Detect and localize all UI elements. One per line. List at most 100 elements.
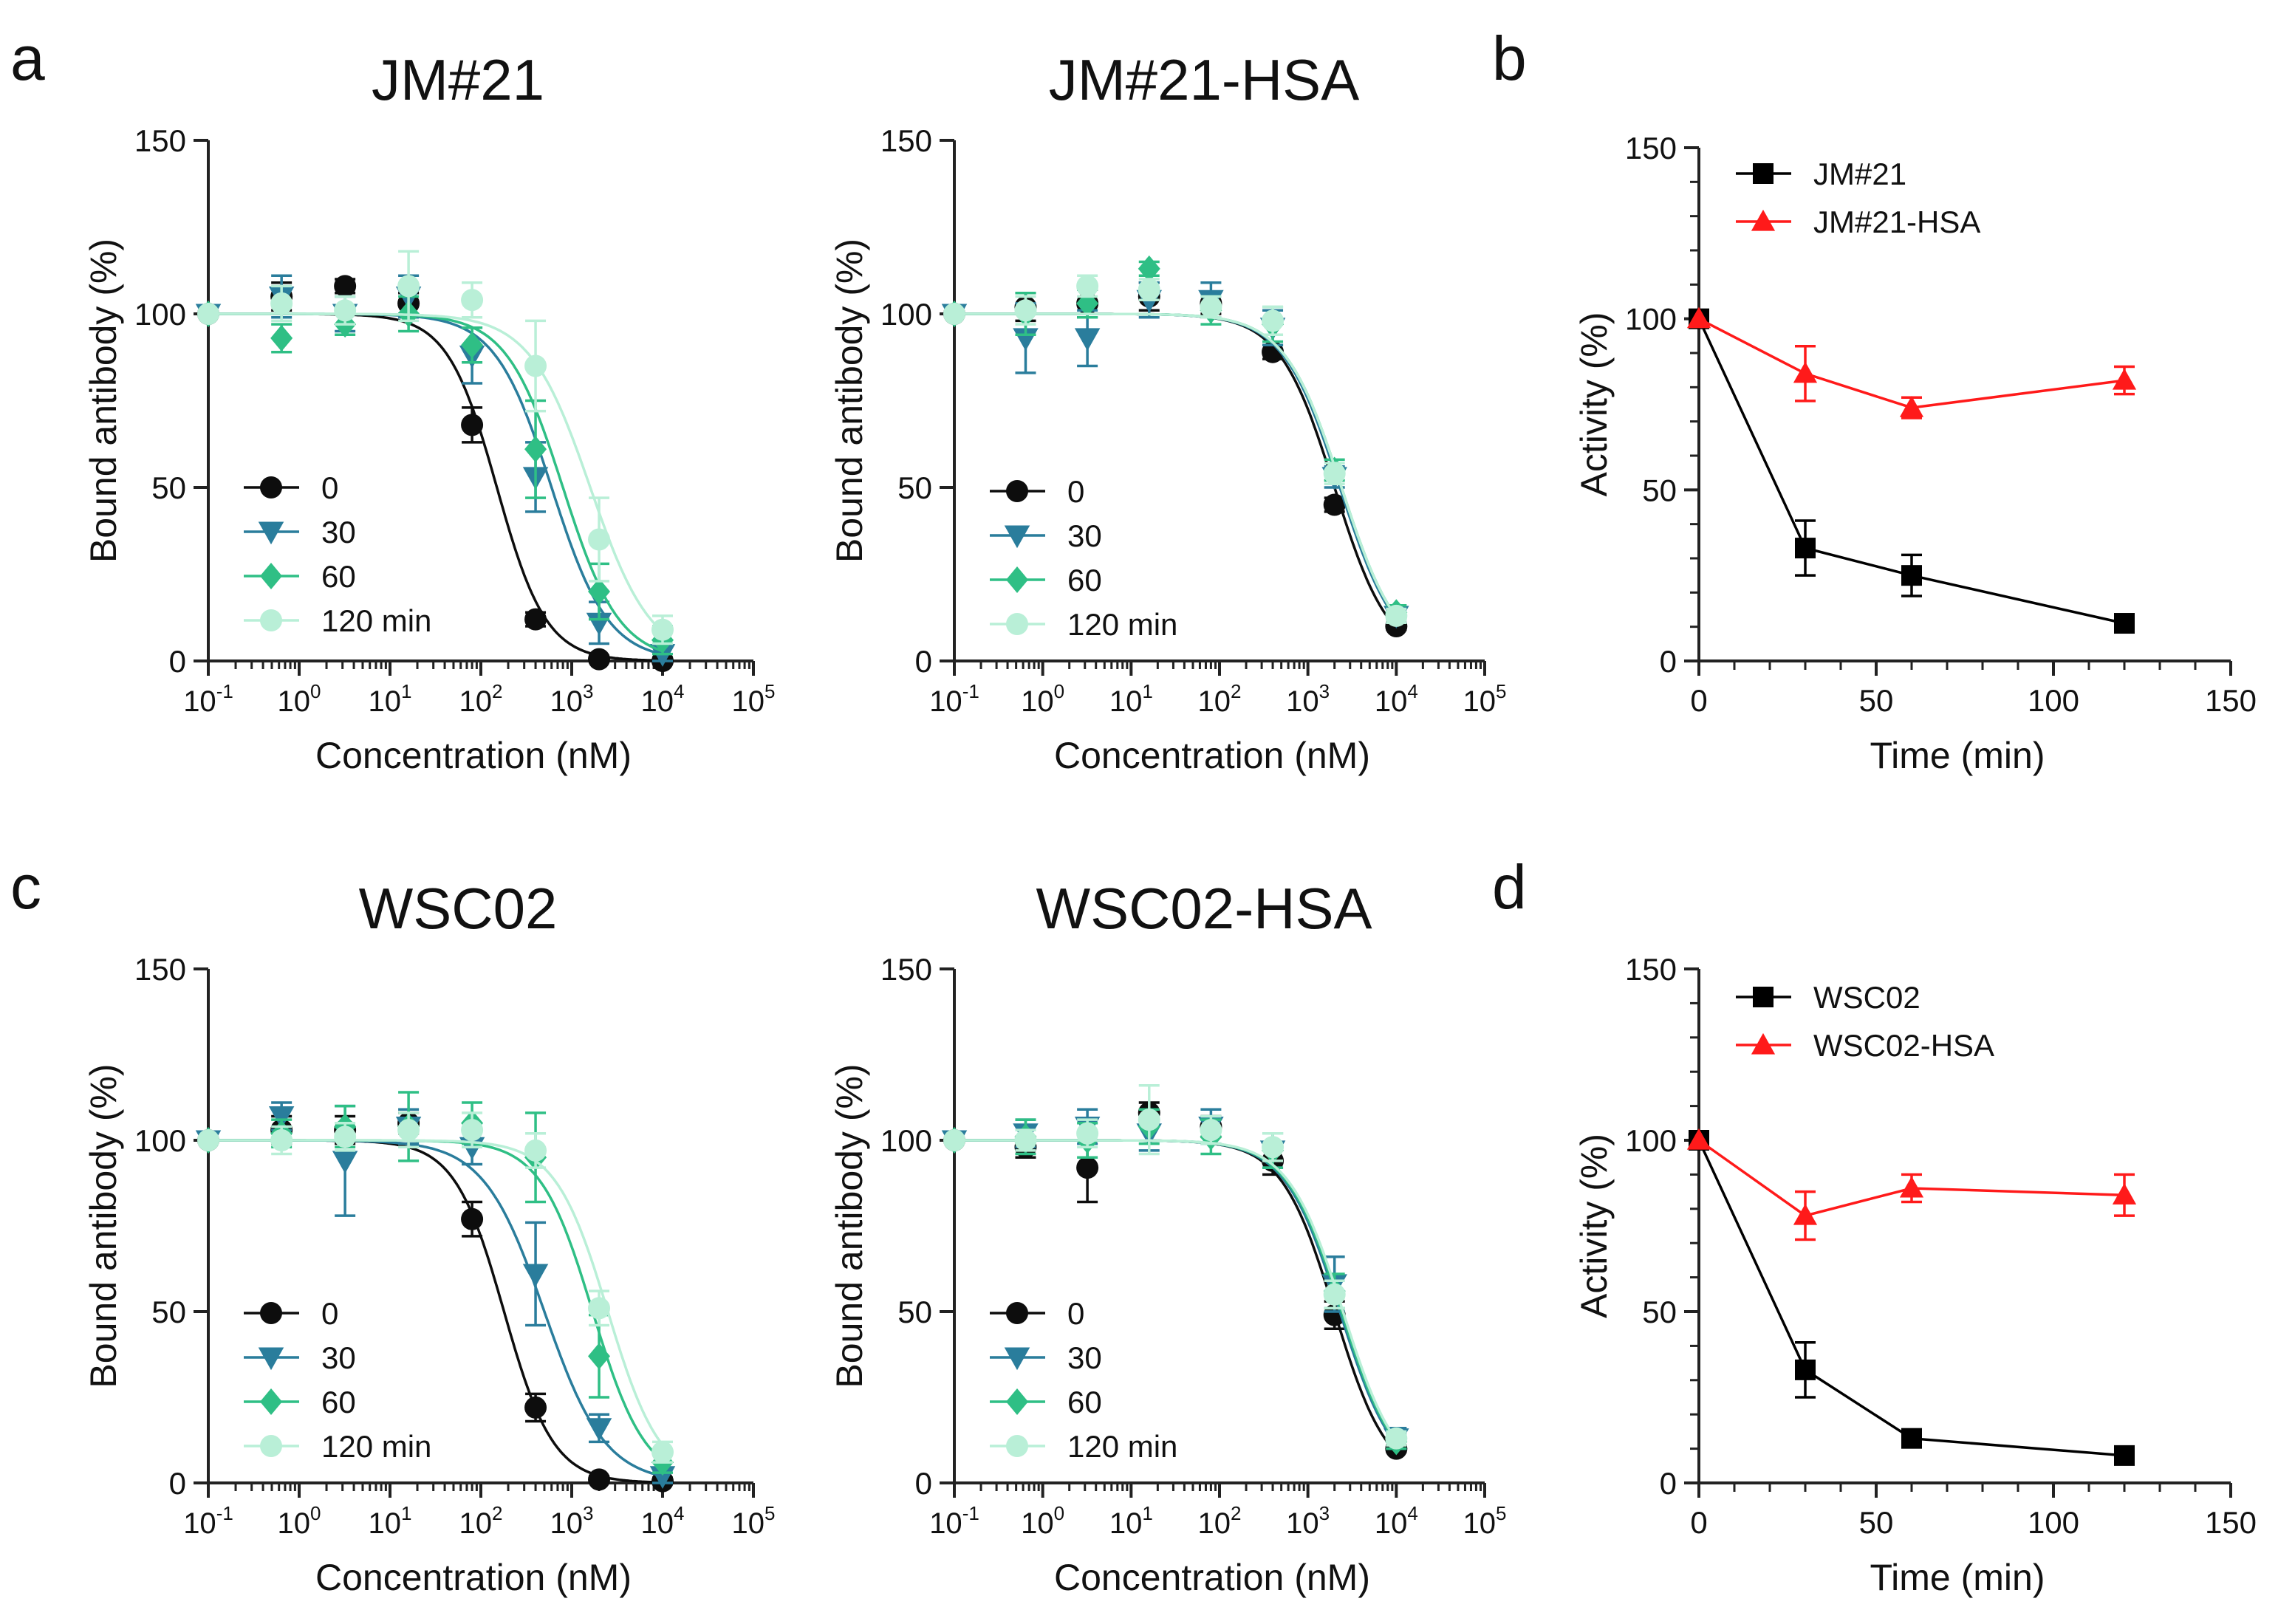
y-tick-label: 150 — [880, 123, 932, 158]
x-tick-exp: 5 — [765, 680, 775, 702]
y-tick-label: 150 — [134, 952, 186, 987]
x-tick-label: 10-1 — [929, 1502, 979, 1540]
x-tick-exp: 3 — [583, 1502, 593, 1524]
legend-marker — [1004, 1347, 1030, 1371]
panel-label-a: a — [10, 24, 45, 93]
data-point — [1262, 309, 1285, 332]
x-tick-label: 105 — [1463, 680, 1507, 718]
x-tick-label: 104 — [641, 680, 685, 718]
x-tick-base: 10 — [1286, 685, 1319, 718]
x-tick-label: 101 — [369, 680, 412, 718]
data-point — [943, 1129, 965, 1151]
data-point — [1014, 299, 1037, 322]
x-tick-label: 150 — [2205, 683, 2257, 718]
legend-marker — [258, 521, 284, 545]
series-3 — [197, 1111, 674, 1464]
x-tick-label: 10-1 — [183, 680, 233, 718]
x-tick-exp: 0 — [1054, 1502, 1064, 1524]
data-point — [524, 1396, 547, 1419]
data-point — [586, 1418, 612, 1442]
x-tick-exp: 3 — [1319, 680, 1330, 702]
x-tick-label: 0 — [1690, 1505, 1707, 1540]
series-1 — [1686, 1128, 2137, 1241]
x-axis-label: Concentration (nM) — [315, 735, 632, 776]
data-point — [524, 354, 547, 377]
x-tick-base: 10 — [369, 685, 402, 718]
legend-marker — [1753, 987, 1774, 1007]
x-tick-label: 104 — [1375, 1502, 1418, 1540]
legend-marker — [1006, 613, 1028, 635]
x-tick-exp: 5 — [1496, 1502, 1506, 1524]
x-tick-label: 103 — [1286, 680, 1330, 718]
legend-label: 0 — [1067, 474, 1084, 509]
x-tick-base: 10 — [550, 685, 584, 718]
x-tick-label: 104 — [1375, 680, 1418, 718]
legend-entry: JM#21-HSA — [1736, 205, 1980, 239]
data-point — [1385, 1427, 1408, 1450]
x-tick-exp: 0 — [1054, 680, 1064, 702]
legend-marker — [260, 1388, 282, 1415]
x-axis-label: Time (min) — [1870, 735, 2045, 776]
data-point — [1138, 255, 1160, 282]
chart-title: WSC02 — [359, 876, 558, 941]
legend-label: WSC02 — [1813, 980, 1920, 1015]
x-tick-base: 10 — [929, 1507, 962, 1540]
x-axis-label: Time (min) — [1870, 1557, 2045, 1598]
y-tick-label: 100 — [134, 1123, 186, 1158]
legend-entry: JM#21 — [1736, 157, 1906, 191]
x-axis-label: Concentration (nM) — [315, 1557, 632, 1598]
x-tick-base: 10 — [550, 1507, 584, 1540]
data-point — [524, 608, 547, 631]
x-tick-base: 10 — [1198, 685, 1231, 718]
legend-label: JM#21 — [1813, 157, 1906, 191]
y-tick-label: 100 — [1625, 302, 1677, 337]
legend-label: 120 min — [1067, 607, 1177, 642]
legend-marker — [1751, 1032, 1776, 1055]
legend-entry: 0 — [990, 474, 1084, 509]
legend-entry: 0 — [244, 1296, 338, 1331]
legend-marker — [260, 609, 282, 631]
y-axis-label: Bound antibody (%) — [83, 239, 124, 563]
data-point — [334, 299, 357, 322]
x-tick-base: 10 — [1375, 1507, 1408, 1540]
x-axis-label: Concentration (nM) — [1054, 1557, 1370, 1598]
data-point — [1901, 565, 1922, 586]
x-tick-base: 10 — [1375, 685, 1408, 718]
x-tick-exp: -1 — [962, 680, 979, 702]
series-0 — [1689, 308, 2135, 634]
legend-entry: 30 — [244, 1340, 356, 1375]
x-tick-base: 10 — [183, 685, 216, 718]
x-tick-exp: 4 — [1407, 1502, 1417, 1524]
y-tick-label: 50 — [151, 1295, 186, 1329]
y-tick-label: 0 — [1660, 644, 1677, 679]
x-tick-exp: 4 — [674, 680, 684, 702]
x-tick-base: 10 — [278, 1507, 311, 1540]
series-line — [1697, 1140, 2125, 1457]
data-point — [1795, 1359, 1816, 1380]
series-line — [1698, 318, 2125, 409]
x-tick-base: 10 — [929, 685, 962, 718]
y-tick-label: 50 — [897, 1295, 932, 1329]
x-tick-exp: 2 — [1231, 680, 1241, 702]
x-tick-base: 10 — [732, 1507, 765, 1540]
data-point — [1686, 306, 1711, 329]
x-tick-exp: 5 — [1496, 680, 1506, 702]
data-point — [1686, 1128, 1711, 1150]
data-point — [1138, 1109, 1160, 1131]
x-tick-exp: 4 — [1407, 680, 1417, 702]
x-tick-label: 10-1 — [929, 680, 979, 718]
legend-entry: 30 — [244, 515, 356, 549]
x-tick-base: 10 — [732, 685, 765, 718]
x-tick-label: 100 — [278, 1502, 321, 1540]
legend-marker — [1006, 1388, 1028, 1415]
chart-title: JM#21-HSA — [1049, 47, 1359, 112]
series-1 — [195, 274, 676, 667]
x-tick-label: 105 — [1463, 1502, 1507, 1540]
panel-label-b: b — [1492, 24, 1527, 93]
legend-entry: 120 min — [990, 607, 1177, 642]
series-3 — [943, 1084, 1408, 1450]
data-point — [268, 1106, 295, 1129]
x-tick-label: 100 — [1021, 680, 1064, 718]
data-point — [524, 1139, 547, 1162]
